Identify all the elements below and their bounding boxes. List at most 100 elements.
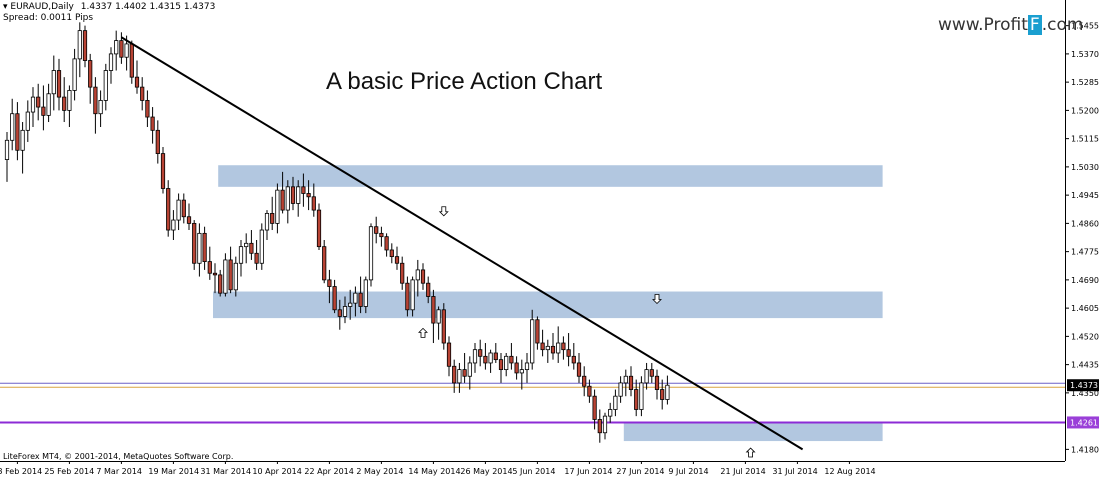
candle [389,243,394,264]
candle [561,336,566,360]
candle [192,220,197,270]
candle [488,349,493,373]
candle [566,333,571,367]
candle [644,362,649,390]
brand-watermark: www.Profit F .com [938,15,1083,35]
candle [212,263,218,294]
candle-body-bull [25,111,30,131]
candle-body-bear [540,342,545,351]
candle-body-bull [618,382,623,397]
candle-body-bull [30,96,36,113]
candle [36,83,41,121]
candle-body-bear [483,355,488,364]
brand-prefix: www.Profit [938,15,1028,35]
symbol-label: EURAUD,Daily [10,2,74,12]
candle [306,180,311,211]
candle [384,233,389,257]
candle-body-bull [613,395,618,410]
candle-body-bear [566,349,571,357]
candle-body-bull [342,306,348,317]
candle-body-bull [623,375,628,384]
candle-body-bull [197,232,202,264]
candle-body-bear [93,86,98,115]
candle-body-bull [524,362,530,371]
candle-body-bear [311,196,316,211]
candle [62,77,67,123]
down-arrow-icon [438,206,449,217]
candle-body-bear [649,369,654,377]
candle [571,343,576,370]
candle [348,289,353,320]
collapse-arrow-icon[interactable]: ▾ [3,2,8,12]
candle-body-bear [322,246,327,281]
candle [301,173,306,207]
candle [649,362,654,383]
y-tick-label: 1.4605 [1071,304,1099,313]
candle [296,180,301,217]
candle-body-bull [504,355,509,371]
candle-body-bull [72,58,77,91]
y-tick-label: 1.4690 [1071,276,1099,285]
trendline-layer [120,36,804,451]
candle-body-bull [108,53,114,71]
copyright-footer: LiteForex MT4, © 2001-2014, MetaQuotes S… [3,452,234,461]
candle-body-bear [462,369,467,377]
candle [582,366,587,397]
current-price-label-text: 1.4373 [1070,381,1098,390]
candle [483,343,488,370]
trendline[interactable] [120,36,804,451]
candle [41,85,46,131]
candle-body-bear [186,216,192,224]
candle-body-bear [82,30,88,61]
y-tick-label: 1.4520 [1071,332,1099,341]
candle [129,40,134,84]
candle [394,246,400,270]
candle [498,352,504,383]
candle [452,359,457,393]
y-tick-label: 1.4860 [1071,219,1099,228]
zone-rect [218,165,883,187]
candle-body-bear [129,43,134,78]
candle [155,120,160,164]
candle-body-bull [233,262,238,291]
candle-body-bear [327,279,332,287]
candle [311,183,316,217]
candle-body-bear [384,236,389,251]
up-arrow-icon [418,327,428,338]
arrows-layer [418,206,756,458]
candle-body-bear [571,355,576,364]
candle-body-bear [592,395,597,420]
candles-layer [4,22,670,443]
candle [420,263,426,290]
candle [166,180,171,237]
candle [160,146,166,194]
x-tick-label: 12 Aug 2014 [824,467,875,476]
candle-body-bear [212,272,218,276]
x-tick-label: 10 Apr 2014 [252,467,301,476]
candle [244,233,249,264]
candle [233,256,238,297]
candle [10,98,15,151]
candle [207,246,212,280]
candle [342,296,348,324]
candle [587,379,592,403]
candle-body-bull [244,242,249,248]
candle-body-bear [478,349,483,357]
candle [67,85,72,128]
candle-body-bear [36,96,41,108]
candle-body-bear [140,86,145,101]
candle [654,369,660,400]
candle-body-bull [488,352,493,364]
candle-body-bear [452,365,457,384]
candle [327,269,332,304]
candle [628,366,634,397]
candle [618,376,623,403]
candle-body-bear [400,262,405,284]
candle [275,183,280,234]
candle [181,193,186,224]
candle [374,216,379,244]
candle-body-bull [415,269,420,281]
x-tick-label: 19 Mar 2014 [148,467,199,476]
candle [462,352,467,383]
